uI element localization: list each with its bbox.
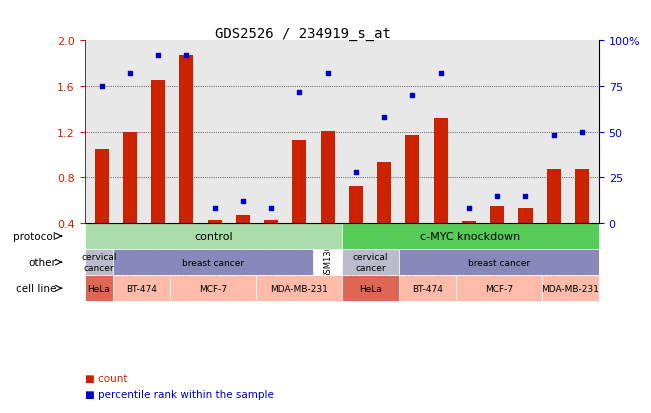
- Text: other: other: [28, 257, 56, 268]
- Point: [96, 83, 107, 90]
- Point: [153, 52, 163, 59]
- Point: [181, 52, 191, 59]
- Bar: [456, 275, 542, 301]
- Text: cervical
cancer: cervical cancer: [81, 253, 117, 272]
- Bar: [399, 275, 456, 301]
- Point: [408, 93, 418, 99]
- Text: ■ percentile rank within the sample: ■ percentile rank within the sample: [85, 389, 273, 399]
- Text: breast cancer: breast cancer: [468, 258, 530, 267]
- Bar: [151, 81, 165, 223]
- Bar: [113, 275, 171, 301]
- Point: [549, 133, 559, 139]
- Text: cell line: cell line: [16, 283, 56, 294]
- Text: c-MYC knockdown: c-MYC knockdown: [421, 231, 520, 242]
- Bar: [171, 275, 256, 301]
- Bar: [542, 275, 599, 301]
- Bar: [85, 223, 342, 249]
- Bar: [342, 249, 399, 275]
- Point: [322, 71, 333, 77]
- Text: MCF-7: MCF-7: [485, 284, 513, 293]
- Text: MDA-MB-231: MDA-MB-231: [542, 284, 600, 293]
- Point: [379, 114, 389, 121]
- Bar: [547, 170, 561, 223]
- Bar: [320, 131, 335, 223]
- Text: HeLa: HeLa: [359, 284, 381, 293]
- Bar: [179, 56, 193, 223]
- Bar: [208, 220, 222, 223]
- Bar: [377, 163, 391, 223]
- Bar: [236, 216, 250, 223]
- Text: MDA-MB-231: MDA-MB-231: [270, 284, 328, 293]
- Point: [577, 129, 587, 135]
- Bar: [399, 249, 599, 275]
- Bar: [85, 275, 113, 301]
- Bar: [342, 223, 599, 249]
- Text: ■ count: ■ count: [85, 373, 127, 383]
- Point: [464, 206, 474, 212]
- Text: control: control: [194, 231, 232, 242]
- Text: BT-474: BT-474: [412, 284, 443, 293]
- Text: cervical
cancer: cervical cancer: [353, 253, 388, 272]
- Point: [294, 89, 305, 95]
- Bar: [575, 170, 589, 223]
- Point: [124, 71, 135, 77]
- Text: protocol: protocol: [13, 231, 56, 242]
- Bar: [406, 136, 419, 223]
- Point: [266, 206, 276, 212]
- Text: HeLa: HeLa: [87, 284, 111, 293]
- Point: [520, 193, 531, 199]
- Point: [351, 169, 361, 176]
- Point: [238, 198, 248, 205]
- Bar: [85, 249, 113, 275]
- Point: [210, 206, 220, 212]
- Bar: [434, 119, 448, 223]
- Point: [492, 193, 503, 199]
- Bar: [264, 220, 278, 223]
- Bar: [256, 275, 342, 301]
- Bar: [123, 132, 137, 223]
- Text: breast cancer: breast cancer: [182, 258, 244, 267]
- Bar: [113, 249, 313, 275]
- Bar: [292, 140, 307, 223]
- Bar: [462, 221, 476, 223]
- Text: MCF-7: MCF-7: [199, 284, 227, 293]
- Bar: [342, 275, 399, 301]
- Bar: [94, 150, 109, 223]
- Bar: [490, 206, 505, 223]
- Text: GDS2526 / 234919_s_at: GDS2526 / 234919_s_at: [215, 27, 391, 41]
- Point: [436, 71, 446, 77]
- Text: BT-474: BT-474: [126, 284, 157, 293]
- Bar: [349, 187, 363, 223]
- Bar: [518, 209, 533, 223]
